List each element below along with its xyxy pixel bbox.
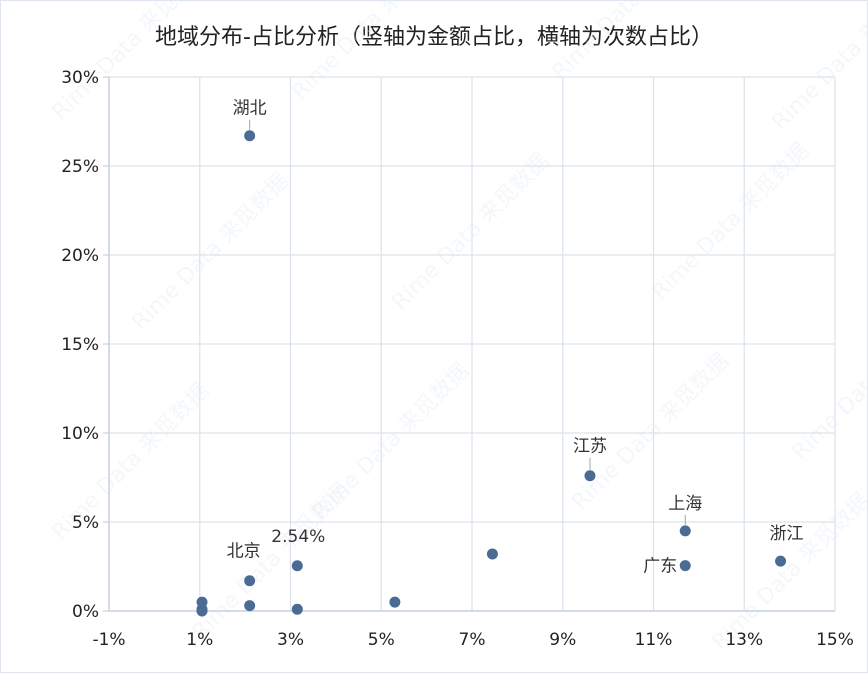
watermark-text: Rime Data 来觅数据 — [188, 478, 355, 645]
y-tick-label: 10% — [61, 424, 99, 444]
scatter-point[interactable] — [244, 600, 256, 612]
watermark-text: Rime Data 来觅数据 — [788, 298, 867, 465]
scatter-point[interactable] — [244, 130, 256, 142]
x-tick-label: 15% — [816, 630, 854, 650]
point-label: 湖北 — [233, 99, 267, 119]
point-label: 北京 — [227, 542, 261, 562]
point-label: 浙江 — [770, 524, 804, 544]
watermark-text: Rime Data 来觅数据 — [128, 168, 295, 335]
point-label: 江苏 — [573, 437, 607, 457]
scatter-point[interactable] — [389, 596, 401, 608]
watermark-text: Rime Data 来觅数据 — [48, 1, 215, 125]
scatter-point[interactable] — [196, 605, 208, 617]
scatter-point[interactable] — [291, 603, 303, 615]
x-tick-label: 13% — [725, 630, 763, 650]
watermark-text: Rime Data 来觅数据 — [388, 148, 555, 315]
watermark-text: Rime Data 来觅数据 — [568, 348, 735, 515]
y-tick-label: 25% — [61, 157, 99, 177]
scatter-point[interactable] — [679, 560, 691, 572]
scatter-point[interactable] — [775, 555, 787, 567]
chart-title: 地域分布-占比分析（竖轴为金额占比，横轴为次数占比） — [155, 25, 713, 50]
watermark-text: Rime Data 来觅数据 — [548, 1, 715, 85]
scatter-point[interactable] — [291, 560, 303, 572]
y-tick-label: 15% — [61, 335, 99, 355]
scatter-point[interactable] — [679, 525, 691, 537]
x-tick-label: 5% — [368, 630, 395, 650]
x-tick-label: 3% — [277, 630, 304, 650]
y-tick-label: 20% — [61, 246, 99, 266]
x-tick-label: 1% — [186, 630, 213, 650]
x-tick-label: -1% — [92, 630, 125, 650]
x-tick-label: 7% — [459, 630, 486, 650]
y-tick-label: 5% — [72, 513, 99, 533]
point-label: 2.54% — [271, 527, 325, 547]
y-tick-label: 30% — [61, 68, 99, 88]
y-tick-label: 0% — [72, 602, 99, 622]
point-label: 上海 — [668, 494, 702, 514]
x-tick-label: 9% — [549, 630, 576, 650]
scatter-point[interactable] — [486, 548, 498, 560]
scatter-point[interactable] — [244, 575, 256, 587]
watermark-text: Rime Data 来觅数据 — [288, 1, 455, 105]
scatter-point[interactable] — [584, 470, 596, 482]
watermark-text: Rime Data 来觅数据 — [648, 138, 815, 305]
watermark-text: Rime Data 来觅数据 — [768, 1, 867, 135]
x-tick-label: 11% — [635, 630, 673, 650]
point-label: 广东 — [643, 557, 677, 577]
